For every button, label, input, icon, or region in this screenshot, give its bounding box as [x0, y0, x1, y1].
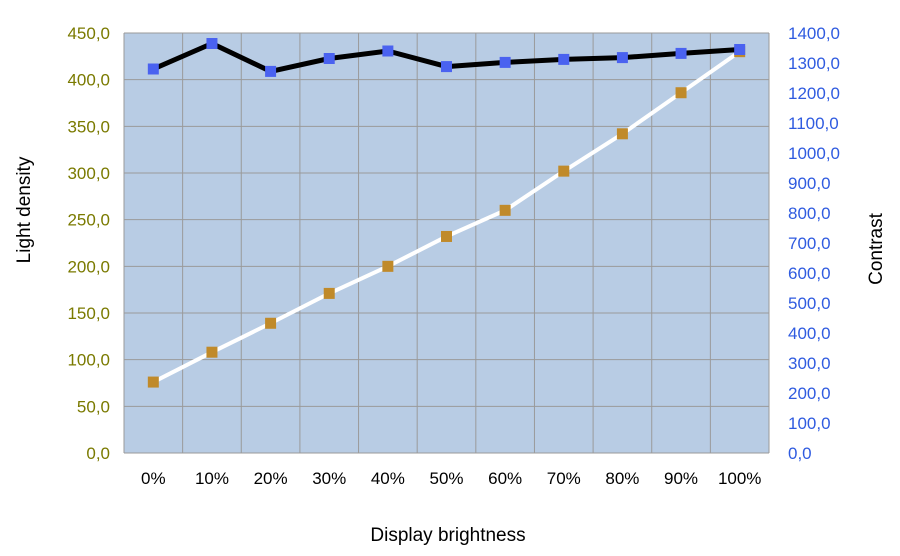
x-axis-tick-label: 70%	[547, 469, 581, 488]
right-axis-tick-label: 0,0	[788, 444, 812, 463]
right-axis-tick-label: 1100,0	[788, 114, 839, 133]
series-marker-right	[499, 56, 511, 68]
gridlines	[123, 32, 770, 454]
left-axis-ticks: 0,0 50,0 100,0 150,0 200,0 250,0 300,0 350,0 400…	[67, 24, 110, 463]
series-marker-left	[382, 260, 394, 272]
series-marker-right	[382, 45, 394, 57]
right-axis-tick-label: 300,0	[788, 354, 831, 373]
x-axis-tick-label: 20%	[254, 469, 288, 488]
series-marker-left	[323, 287, 335, 299]
series-marker-left	[499, 204, 511, 216]
left-axis-tick-label: 300,0	[67, 164, 110, 183]
series-marker-right	[265, 65, 277, 77]
series-marker-right	[734, 44, 746, 55]
x-axis-tick-label: 60%	[488, 469, 522, 488]
series-marker-left	[616, 128, 628, 140]
series-marker-left	[558, 165, 570, 177]
right-axis-tick-label: 1000,0	[788, 144, 840, 163]
series-marker-right	[558, 53, 570, 65]
series-marker-left	[206, 346, 218, 358]
right-axis-tick-label: 200,0	[788, 384, 831, 403]
series-marker-right	[147, 63, 159, 75]
right-axis-tick-label: 1400,0	[788, 24, 840, 43]
right-axis-tick-label: 900,0	[788, 174, 831, 193]
x-axis-tick-label: 30%	[312, 469, 346, 488]
series-marker-right	[206, 38, 218, 49]
series-marker-left	[441, 230, 452, 242]
x-axis-title: Display brightness	[370, 525, 525, 546]
x-axis-tick-label: 90%	[664, 469, 698, 488]
right-axis-tick-label: 100,0	[788, 414, 831, 433]
left-axis-tick-label: 100,0	[67, 351, 110, 370]
right-axis-tick-label: 700,0	[788, 234, 831, 253]
right-axis-tick-label: 600,0	[788, 264, 831, 283]
right-axis-title: Contrast	[866, 212, 887, 285]
x-axis-tick-label: 100%	[718, 469, 761, 488]
series-marker-right	[675, 47, 687, 59]
right-axis-tick-label: 500,0	[788, 294, 831, 313]
plot-area	[124, 33, 769, 453]
left-axis-tick-label: 0,0	[86, 444, 110, 463]
series-marker-right	[616, 52, 628, 64]
x-axis-tick-label: 50%	[429, 469, 463, 488]
right-axis-tick-label: 800,0	[788, 204, 831, 223]
left-axis-tick-label: 400,0	[67, 71, 110, 90]
left-axis-title: Light density	[14, 156, 35, 263]
right-axis-ticks: 0,0 100,0 200,0 300,0 400,0 500,0 600,0 700,0 80…	[788, 24, 840, 463]
right-axis-tick-label: 1200,0	[788, 84, 840, 103]
left-axis-tick-label: 150,0	[67, 304, 110, 323]
series-marker-right	[323, 53, 335, 64]
x-axis-tick-label: 40%	[371, 469, 405, 488]
x-axis-tick-label: 0%	[141, 469, 166, 488]
left-axis-tick-label: 200,0	[67, 257, 110, 276]
x-axis-tick-label: 10%	[195, 469, 229, 488]
left-axis-tick-label: 350,0	[67, 117, 110, 136]
left-axis-tick-label: 50,0	[77, 397, 110, 416]
x-axis-ticks: 0% 10% 20% 30% 40% 50% 60% 70% 80% 90% 100%	[141, 469, 761, 488]
left-axis-tick-label: 250,0	[67, 211, 110, 230]
x-axis-tick-label: 80%	[605, 469, 639, 488]
series-marker-left	[265, 317, 277, 329]
series-marker-left	[675, 87, 687, 99]
left-axis-tick-label: 450,0	[67, 24, 110, 43]
right-axis-tick-label: 400,0	[788, 324, 831, 343]
series-marker-left	[147, 376, 159, 388]
series-marker-right	[441, 61, 452, 73]
right-axis-tick-label: 1300,0	[788, 54, 840, 73]
series-layer	[147, 38, 746, 388]
